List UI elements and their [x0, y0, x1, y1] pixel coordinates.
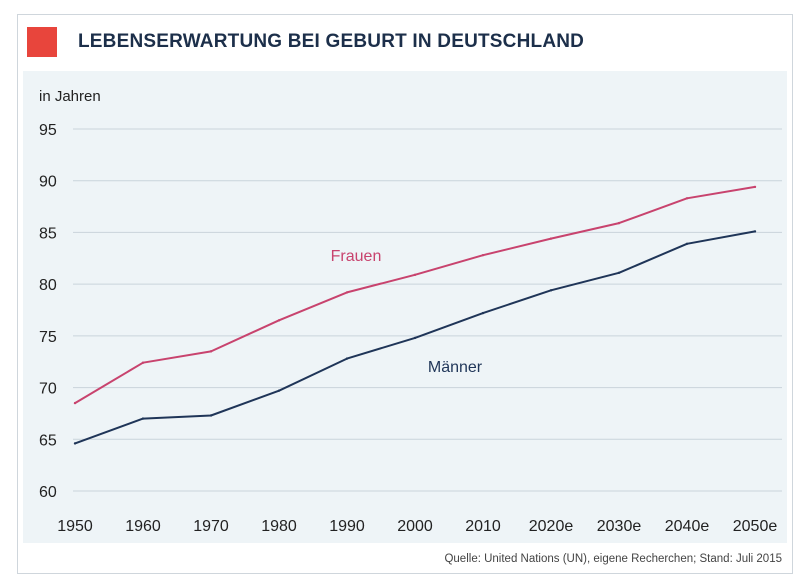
y-tick-label: 75 — [39, 329, 57, 346]
y-tick-label: 95 — [39, 122, 57, 139]
x-tick-label: 2050e — [733, 518, 778, 535]
data-point — [413, 273, 417, 277]
data-point — [685, 242, 689, 246]
x-tick-label: 1990 — [329, 518, 365, 535]
plot-panel — [23, 71, 787, 543]
x-tick-label: 2020e — [529, 518, 574, 535]
data-point — [413, 336, 417, 340]
data-point — [481, 311, 485, 315]
y-tick-label: 90 — [39, 174, 57, 191]
y-axis-label: in Jahren — [39, 88, 101, 105]
data-point — [73, 401, 77, 405]
chart-header: LEBENSERWARTUNG BEI GEBURT IN DEUTSCHLAN… — [18, 15, 792, 71]
data-point — [617, 271, 621, 274]
data-point — [209, 350, 213, 353]
chart-title: LEBENSERWARTUNG BEI GEBURT IN DEUTSCHLAN… — [78, 31, 585, 52]
data-point — [345, 357, 349, 360]
data-point — [277, 319, 281, 322]
y-tick-label: 85 — [39, 225, 57, 242]
data-point — [549, 289, 553, 292]
data-point — [549, 237, 553, 240]
data-point — [345, 291, 349, 294]
x-tick-label: 1980 — [261, 518, 297, 535]
data-point — [617, 221, 621, 225]
data-point — [753, 185, 757, 189]
source-note: Quelle: United Nations (UN), eigene Rech… — [444, 553, 782, 565]
x-tick-label: 1960 — [125, 518, 161, 535]
x-tick-label: 2030e — [597, 518, 642, 535]
series-line-frauen — [74, 185, 756, 405]
data-point — [73, 442, 77, 445]
data-point — [209, 414, 213, 417]
data-point — [753, 230, 757, 233]
y-tick-label: 80 — [39, 277, 57, 294]
chart-frame: LEBENSERWARTUNG BEI GEBURT IN DEUTSCHLAN… — [17, 14, 793, 574]
line-chart: in Jahren 60 65 70 75 80 85 90 95 1950 1960 1970 198… — [39, 88, 782, 535]
y-tick-label: 60 — [39, 484, 57, 501]
x-tick-label: 2010 — [465, 518, 501, 535]
y-tick-label: 70 — [39, 381, 57, 398]
series-label-frauen: Frauen — [331, 248, 382, 265]
data-point — [277, 389, 281, 392]
title-accent-square — [27, 27, 57, 57]
data-point — [141, 361, 145, 364]
y-tick-label: 65 — [39, 432, 57, 449]
data-point — [481, 253, 485, 257]
x-tick-label: 1970 — [193, 518, 229, 535]
series-label-maenner: Männer — [428, 359, 483, 376]
data-point — [141, 417, 145, 420]
data-point — [685, 197, 689, 200]
x-tick-label: 2040e — [665, 518, 710, 535]
x-tick-label: 1950 — [57, 518, 93, 535]
x-tick-label: 2000 — [397, 518, 433, 535]
